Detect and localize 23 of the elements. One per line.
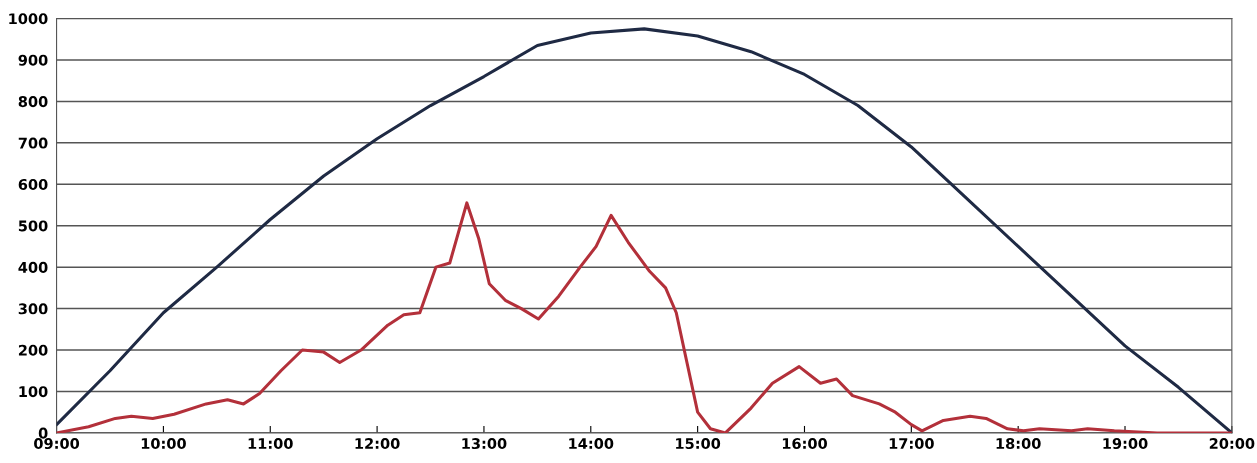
y-tick-label: 500 (18, 220, 48, 232)
x-tick-label: 14:00 (569, 438, 614, 450)
x-tick-label: 18:00 (996, 438, 1041, 450)
x-tick-label: 12:00 (355, 438, 400, 450)
y-tick-label: 900 (18, 54, 48, 66)
y-tick-label: 300 (18, 303, 48, 315)
y-tick-label: 0 (38, 427, 48, 439)
y-tick-label: 800 (18, 96, 48, 108)
y-tick-label: 700 (18, 137, 48, 149)
x-tick-label: 19:00 (1103, 438, 1148, 450)
y-tick-label: 100 (19, 386, 48, 398)
x-tick-label: 10:00 (141, 438, 186, 450)
x-tick-label: 09:00 (34, 438, 80, 450)
x-tick-label: 20:00 (1209, 438, 1255, 450)
y-tick-label: 600 (18, 178, 48, 191)
x-tick-label: 17:00 (889, 438, 934, 450)
x-tick-label: 11:00 (248, 438, 293, 450)
x-tick-label: 15:00 (676, 438, 721, 450)
y-tick-label: 400 (18, 261, 48, 273)
y-tick-label: 1000 (9, 13, 48, 25)
x-tick-label: 13:00 (462, 438, 507, 450)
x-tick-label: 16:00 (782, 438, 827, 450)
y-tick-label: 200 (18, 344, 48, 356)
